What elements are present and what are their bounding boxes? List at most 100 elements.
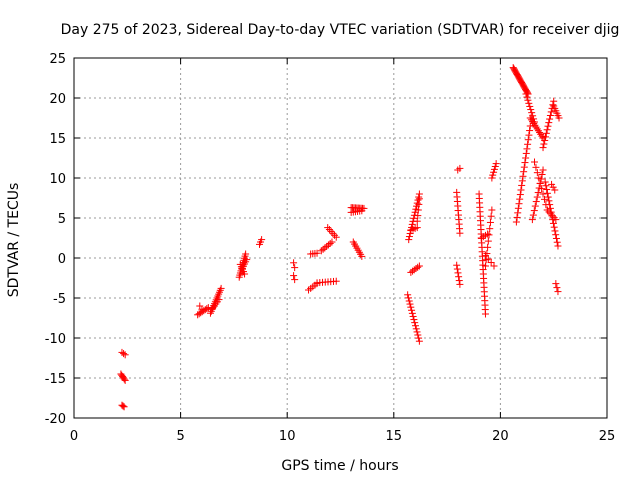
data-point — [538, 132, 546, 140]
data-point — [523, 89, 531, 97]
data-point — [120, 375, 128, 383]
data-point — [533, 169, 541, 177]
axes: 0 5 10 15 20 25 -20 -15 -10 -5 0 5 10 15 20 25 — [45, 52, 616, 444]
data-point — [120, 403, 128, 411]
data-point — [481, 310, 489, 318]
x-tick-label: 0 — [70, 429, 78, 444]
y-tick-label: 0 — [58, 252, 66, 267]
data-point — [492, 160, 500, 168]
data-point — [522, 90, 530, 98]
data-point — [551, 186, 559, 194]
data-point — [546, 201, 554, 209]
data-point — [358, 207, 366, 215]
data-point — [325, 226, 333, 234]
data-point — [526, 114, 534, 122]
data-point — [519, 172, 527, 180]
data-point — [413, 199, 421, 207]
data-point — [555, 114, 563, 122]
data-point — [540, 195, 548, 203]
y-tick-label: -20 — [45, 412, 66, 427]
data-point — [241, 270, 249, 278]
data-point — [411, 319, 419, 327]
data-point — [456, 280, 464, 288]
data-point — [514, 204, 522, 212]
data-point — [490, 168, 498, 176]
data-point — [536, 129, 544, 137]
data-point — [412, 325, 420, 333]
data-point — [453, 265, 461, 273]
data-point — [415, 262, 423, 270]
data-point — [544, 122, 552, 130]
data-point — [539, 166, 547, 174]
x-tick-label: 20 — [492, 429, 509, 444]
data-point — [536, 179, 544, 187]
data-point — [413, 328, 421, 336]
data-point — [414, 196, 422, 204]
data-point — [542, 133, 549, 141]
data-point — [529, 118, 537, 126]
data-point — [525, 131, 533, 139]
data-point — [121, 351, 129, 359]
data-point — [533, 125, 541, 133]
data-point — [552, 231, 560, 239]
data-point — [215, 296, 223, 304]
data-point — [541, 178, 549, 186]
data-points — [117, 64, 563, 411]
data-point — [514, 209, 522, 217]
data-point — [484, 230, 492, 238]
data-point — [410, 316, 418, 324]
data-point — [521, 159, 529, 167]
data-point — [527, 116, 535, 124]
data-point — [523, 145, 531, 153]
data-point — [413, 217, 421, 225]
x-tick-label: 10 — [279, 429, 296, 444]
data-point — [538, 185, 546, 193]
data-point — [487, 259, 495, 267]
data-point — [119, 402, 127, 410]
data-point — [411, 322, 419, 330]
data-point — [543, 189, 551, 197]
data-point — [405, 233, 413, 241]
data-point — [453, 261, 461, 269]
data-point — [531, 121, 539, 129]
data-point — [554, 288, 562, 296]
data-point — [543, 126, 551, 134]
data-point — [525, 99, 533, 107]
data-point — [329, 229, 337, 237]
data-point — [408, 309, 416, 317]
data-point — [552, 234, 560, 242]
data-point — [332, 277, 340, 285]
data-point — [321, 244, 329, 252]
data-point — [542, 129, 550, 137]
data-point — [290, 259, 298, 267]
data-point — [546, 115, 554, 123]
data-point — [484, 255, 492, 263]
data-point — [534, 127, 542, 135]
data-point — [530, 207, 538, 215]
data-point — [415, 193, 423, 201]
data-point — [242, 250, 250, 258]
data-point — [454, 269, 462, 277]
data-point — [455, 277, 463, 285]
data-point — [291, 276, 299, 284]
data-point — [358, 252, 366, 260]
data-point — [456, 229, 464, 237]
data-point — [414, 263, 422, 271]
data-point — [524, 140, 532, 148]
data-point — [120, 350, 128, 358]
data-point — [541, 136, 549, 144]
x-tick-label: 5 — [176, 429, 184, 444]
data-point — [415, 195, 423, 203]
data-point — [410, 214, 418, 222]
data-point — [456, 164, 464, 172]
data-point — [258, 236, 266, 244]
data-point — [404, 294, 412, 302]
data-point — [455, 273, 463, 281]
data-point — [415, 334, 423, 342]
data-point — [524, 136, 532, 144]
data-point — [535, 174, 543, 182]
data-point — [481, 252, 489, 260]
data-point — [553, 284, 561, 292]
data-point — [324, 224, 332, 232]
data-point — [326, 239, 334, 247]
